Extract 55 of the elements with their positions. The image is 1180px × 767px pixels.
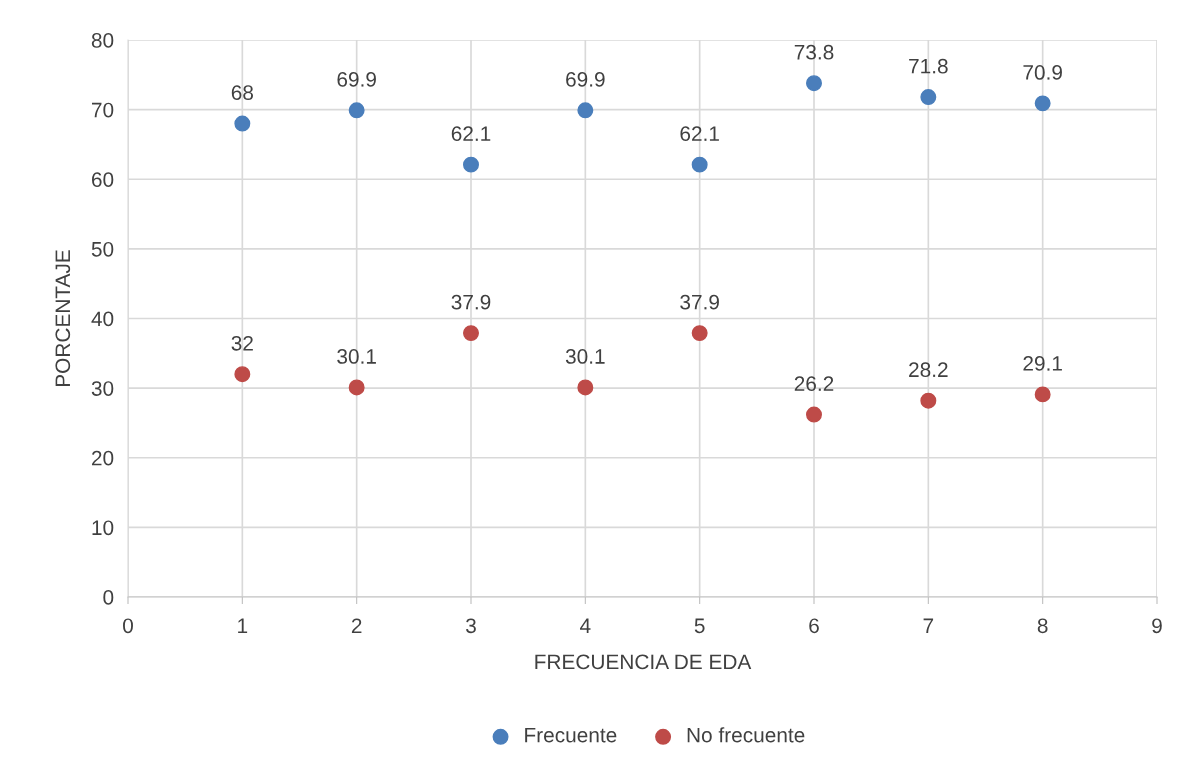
y-tick-label: 10 xyxy=(92,520,114,536)
point xyxy=(1034,386,1051,403)
data-label: 71.8 xyxy=(909,58,948,74)
data-label: 37.9 xyxy=(451,294,491,310)
data-label: 29.1 xyxy=(1023,356,1062,371)
y-tick-label: 20 xyxy=(91,450,114,466)
x-tick-label: 6 xyxy=(809,618,819,634)
data-label: 73.8 xyxy=(794,44,834,60)
point xyxy=(806,75,822,92)
data-label: 70.9 xyxy=(1023,65,1062,80)
point xyxy=(691,156,708,173)
x-tick-label: 5 xyxy=(694,618,705,634)
point xyxy=(577,379,594,396)
point xyxy=(234,366,251,383)
point xyxy=(234,115,251,132)
x-tick-label: 1 xyxy=(238,618,248,633)
x-tick-label: 3 xyxy=(466,618,476,634)
data-label: 30.1 xyxy=(337,349,376,364)
y-tick-label: 50 xyxy=(91,241,114,257)
data-label: 32 xyxy=(231,335,253,351)
point xyxy=(920,89,937,106)
y-tick-label: 30 xyxy=(91,381,114,396)
point xyxy=(348,102,365,119)
x-tick-label: 2 xyxy=(351,618,362,633)
point xyxy=(1034,95,1051,112)
data-label: 30.1 xyxy=(565,349,605,364)
data-label: 69.9 xyxy=(337,72,376,87)
x-tick-label: 4 xyxy=(580,618,591,633)
y-tick-label: 40 xyxy=(91,311,114,327)
point xyxy=(463,325,479,342)
y-tick-label: 70 xyxy=(92,102,114,118)
x-tick-label: 8 xyxy=(1037,618,1048,634)
y-tick-label: 80 xyxy=(91,33,114,48)
data-label: 26.2 xyxy=(794,376,834,392)
x-tick-label: 0 xyxy=(123,618,133,634)
point xyxy=(806,406,822,423)
legend-label: No frecuente xyxy=(687,727,805,743)
x-axis-title: FRECUENCIA DE EDA xyxy=(535,654,752,670)
data-label: 69.9 xyxy=(566,72,605,87)
legend-label: Frecuente xyxy=(525,727,617,743)
y-tick-label: 0 xyxy=(103,590,114,605)
x-tick-label: 7 xyxy=(923,618,934,633)
y-axis-title: PORCENTAJE xyxy=(55,250,71,387)
data-label: 37.9 xyxy=(680,294,719,310)
point xyxy=(463,156,479,173)
data-label: 28.2 xyxy=(909,362,948,378)
data-label: 68 xyxy=(231,85,254,100)
point xyxy=(920,392,937,409)
y-tick-label: 60 xyxy=(92,172,114,187)
data-label: 62.1 xyxy=(451,126,491,142)
point xyxy=(691,325,708,342)
data-label: 62.1 xyxy=(680,126,719,142)
point xyxy=(577,102,594,119)
x-tick-label: 9 xyxy=(1152,618,1162,634)
point xyxy=(348,379,365,396)
